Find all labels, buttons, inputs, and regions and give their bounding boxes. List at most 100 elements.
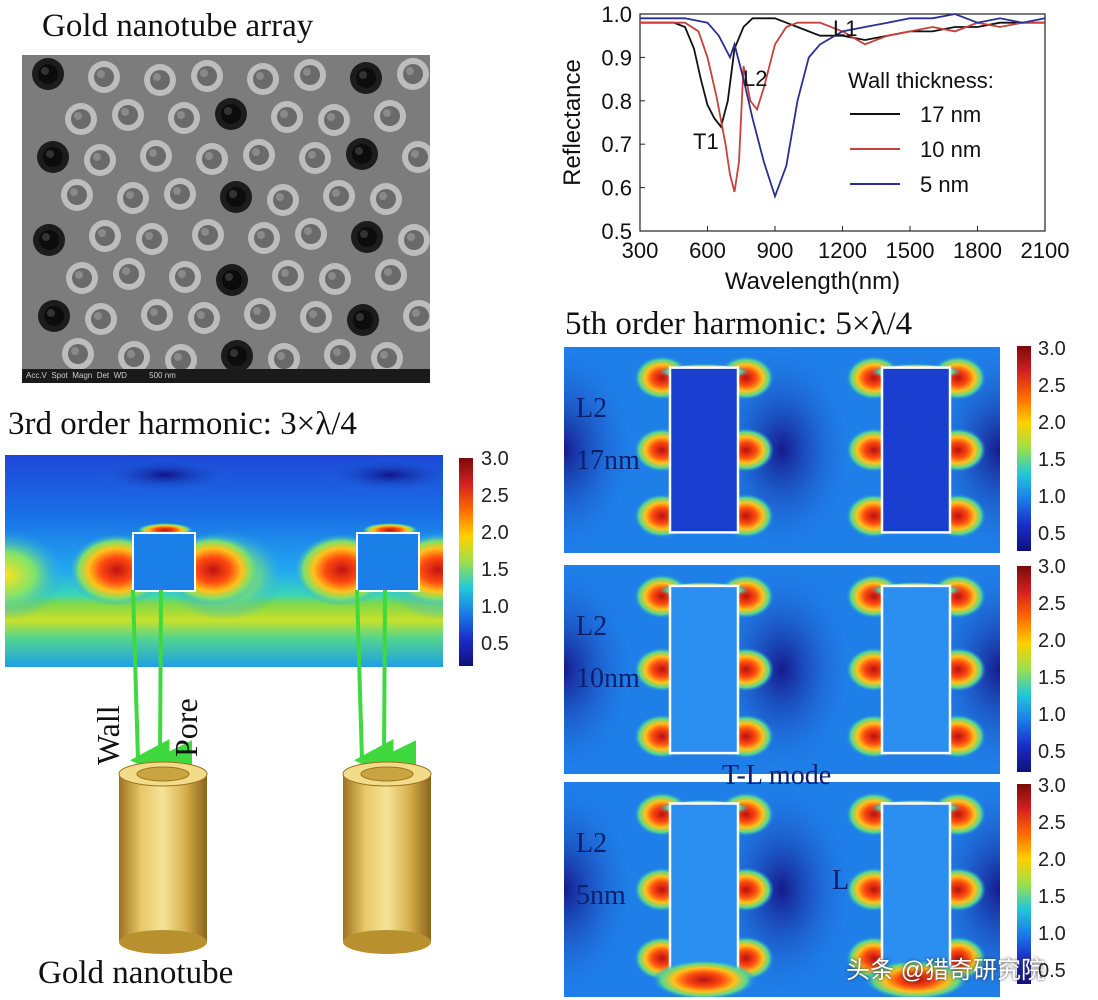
harmonic3-colorbar	[459, 458, 473, 666]
y-tick-label: 1.0	[601, 2, 632, 27]
harmonic5-field-map-1: L2 17nm	[564, 347, 1000, 553]
harmonic5-colorbar-3	[1017, 784, 1031, 984]
panel-mode-label: L2 5nm	[576, 818, 626, 922]
sem-pore	[403, 300, 430, 332]
colorbar-tick-label: 3.0	[1038, 775, 1066, 797]
sem-pore	[65, 103, 97, 135]
sem-pore	[144, 64, 176, 96]
panel-mode: L2	[576, 611, 608, 642]
panel-thickness: 17nm	[576, 445, 640, 476]
colorbar-tick-label: 0.5	[1038, 523, 1066, 546]
sem-pore	[220, 181, 252, 213]
sem-pore	[37, 141, 69, 173]
sem-pore	[244, 298, 276, 330]
annotation-L2: L2	[743, 66, 767, 91]
gold-nanotube-right	[342, 761, 432, 954]
sem-pore	[370, 183, 402, 215]
sem-pore	[88, 61, 120, 93]
sem-pore	[168, 102, 200, 134]
gold-nanotube-left	[118, 761, 208, 954]
y-tick-label: 0.9	[601, 45, 632, 70]
sem-pore	[118, 341, 150, 373]
colorbar-tick-label: 1.0	[1038, 486, 1066, 509]
nanotube-cross-section	[668, 584, 740, 755]
wall-pore-arrows	[130, 589, 417, 781]
sem-pore	[272, 260, 304, 292]
nanotube-cross-section	[880, 584, 952, 755]
sem-pore	[374, 100, 406, 132]
l-marker: L	[832, 865, 850, 896]
sem-pore	[136, 223, 168, 255]
x-tick-label: 900	[757, 238, 794, 263]
sem-pore	[32, 58, 64, 90]
colorbar-tick-label: 2.0	[1038, 412, 1066, 435]
x-tick-label: 600	[689, 238, 726, 263]
sem-pore	[38, 300, 70, 332]
x-tick-label: 2100	[1021, 238, 1070, 263]
sem-pore	[299, 142, 331, 174]
colorbar-tick-label: 1.0	[1038, 923, 1066, 946]
harmonic3-title: 3rd order harmonic: 3×λ/4	[8, 406, 357, 442]
sem-pore	[33, 224, 65, 256]
series-line-17nm	[640, 17, 1045, 129]
colorbar-tick-label: 3.0	[1038, 338, 1066, 360]
wall-label: Wall	[90, 705, 126, 765]
colorbar-tick-label: 3.0	[1038, 556, 1066, 578]
harmonic5-field-map-3: L2 5nm	[564, 782, 1000, 997]
sem-pore	[112, 99, 144, 131]
sem-pore	[164, 178, 196, 210]
colorbar-tick-label: 1.0	[1038, 704, 1066, 727]
annotation-T1: T1	[693, 129, 719, 154]
sem-pore	[402, 141, 430, 173]
legend-entry: 17 nm	[920, 102, 981, 127]
panel-mode-label: L2 17nm	[576, 383, 640, 487]
sem-scale-footer: Acc.V Spot Magn Det WD 500 nm	[22, 369, 430, 383]
pore-label: Pore	[168, 698, 204, 757]
colorbar-tick-label: 2.5	[1038, 812, 1066, 835]
x-tick-label: 1500	[886, 238, 935, 263]
sem-pore	[323, 180, 355, 212]
colorbar-tick-label: 2.0	[1038, 630, 1066, 653]
sem-pore	[247, 63, 279, 95]
colorbar-tick-label: 0.5	[1038, 960, 1066, 983]
y-axis-label: Reflectance	[559, 59, 586, 186]
colorbar-tick-label: 1.0	[481, 596, 509, 619]
harmonic5-title: 5th order harmonic: 5×λ/4	[565, 306, 913, 342]
sem-pore	[66, 262, 98, 294]
nanotube-cross-section	[880, 802, 952, 977]
annotation-L1: L1	[833, 16, 857, 41]
gold-nanotubes	[118, 761, 432, 954]
legend-entry: 5 nm	[920, 172, 969, 197]
watermark: 头条 @猎奇研究院	[846, 957, 1046, 984]
sem-pore	[243, 139, 275, 171]
sem-pore	[346, 138, 378, 170]
sem-pore	[188, 302, 220, 334]
sem-pore	[141, 299, 173, 331]
colorbar-tick-label: 2.5	[1038, 375, 1066, 398]
harmonic5-colorbar-2	[1017, 566, 1031, 772]
sem-pore	[84, 144, 116, 176]
sem-pore	[117, 182, 149, 214]
sem-title: Gold nanotube array	[42, 8, 314, 44]
sem-pore	[165, 344, 197, 376]
colorbar-tick-label: 0.5	[1038, 741, 1066, 764]
colorbar-tick-label: 1.5	[1038, 886, 1066, 909]
x-tick-label: 300	[622, 238, 659, 263]
sem-pore	[347, 304, 379, 336]
sem-pore	[196, 143, 228, 175]
panel-mode-label: L2 10nm	[576, 601, 640, 705]
colorbar-tick-label: 3.0	[481, 448, 509, 470]
panel-thickness: 10nm	[576, 663, 640, 694]
panel-mode: L2	[576, 828, 608, 859]
sem-pore	[169, 261, 201, 293]
sem-pore	[350, 62, 382, 94]
series-line-5nm	[640, 13, 1046, 200]
legend-entry: 10 nm	[920, 137, 981, 162]
nanotube-cross-section	[668, 802, 740, 977]
colorbar-tick-label: 2.0	[1038, 849, 1066, 872]
nanotube-cross-section	[668, 366, 740, 534]
sem-micrograph	[32, 58, 430, 376]
sem-pore	[61, 179, 93, 211]
sem-pore	[140, 140, 172, 172]
tl-mode-label: T-L mode	[722, 760, 832, 791]
